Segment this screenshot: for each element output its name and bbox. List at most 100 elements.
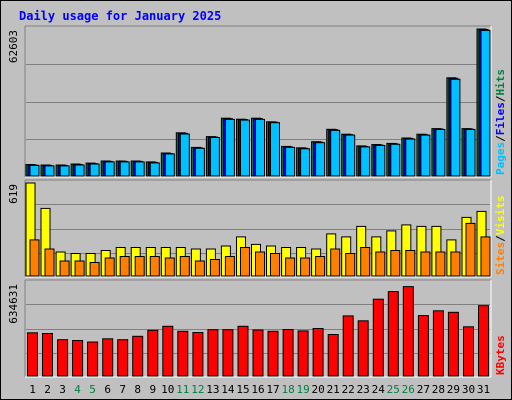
bar-kbytes-day-8 (132, 335, 144, 377)
legend-kbytes: KBytes (494, 335, 507, 375)
bar-pages-day-5 (89, 163, 100, 177)
x-tick-label-day-21: 21 (327, 383, 340, 396)
bar-pages-day-29 (450, 78, 461, 177)
bar-kbytes-day-18 (282, 329, 294, 377)
bar-pages-day-17 (270, 122, 280, 177)
x-tick-label-day-10: 10 (161, 383, 174, 396)
panel-middle: 619 Sites/Visits (7, 179, 507, 278)
bar-pages-day-19 (300, 148, 311, 177)
side-legend-middle: Sites/Visits (494, 196, 507, 276)
x-tick-label-day-30: 30 (462, 383, 475, 396)
x-tick-label-day-17: 17 (266, 383, 279, 396)
x-tick-label-day-28: 28 (432, 383, 445, 396)
bar-pages-day-13 (209, 137, 220, 177)
bar-pages-day-20 (315, 142, 326, 177)
x-tick-label-day-19: 19 (296, 383, 309, 396)
bar-kbytes-day-25 (387, 291, 399, 377)
bar-kbytes-day-30 (463, 326, 474, 377)
legend-separator: / (494, 235, 507, 242)
x-tick-label-day-24: 24 (372, 383, 386, 396)
bar-pages-day-7 (119, 161, 130, 177)
bar-sites-day-10 (164, 257, 175, 277)
bar-sites-day-16 (255, 251, 265, 277)
bar-sites-day-3 (59, 260, 70, 277)
bar-kbytes-day-1 (27, 332, 38, 377)
bar-kbytes-day-7 (117, 339, 129, 377)
bar-sites-day-30 (465, 222, 476, 277)
bar-pages-day-24 (375, 145, 386, 177)
bar-sites-day-28 (435, 251, 446, 277)
x-tick-label-day-20: 20 (311, 383, 324, 396)
bar-pages-day-31 (480, 29, 491, 177)
bar-sites-day-23 (360, 247, 371, 277)
x-tick-label-day-7: 7 (119, 383, 126, 396)
x-tick-label-day-2: 2 (44, 383, 51, 396)
bar-sites-day-14 (224, 256, 235, 277)
x-tick-label-day-3: 3 (59, 383, 66, 396)
x-tick-label-day-16: 16 (251, 383, 264, 396)
bar-sites-day-11 (179, 256, 190, 277)
bar-pages-day-10 (164, 153, 175, 177)
bar-pages-day-23 (360, 146, 371, 177)
bar-pages-day-15 (240, 119, 250, 177)
bar-sites-day-18 (285, 257, 296, 277)
x-tick-label-day-4: 4 (74, 383, 81, 396)
bar-kbytes-day-24 (372, 298, 384, 377)
bar-kbytes-day-29 (447, 311, 459, 377)
bar-kbytes-day-3 (57, 339, 69, 377)
x-tick-label-day-12: 12 (191, 383, 204, 396)
bar-pages-day-16 (255, 118, 265, 177)
bar-sites-day-25 (390, 250, 401, 277)
bar-kbytes-day-16 (252, 329, 264, 377)
bar-sites-day-26 (405, 250, 416, 277)
bar-kbytes-day-20 (312, 328, 324, 377)
legend-sites: Sites (494, 242, 507, 275)
bar-kbytes-day-12 (192, 332, 204, 377)
bar-sites-day-20 (315, 256, 326, 277)
x-tick-label-day-29: 29 (447, 383, 460, 396)
x-tick-label-day-18: 18 (281, 383, 294, 396)
side-legend-bottom: KBytes (494, 335, 507, 375)
x-tick-label-day-26: 26 (402, 383, 415, 396)
bar-sites-day-21 (330, 248, 341, 277)
bar-pages-day-27 (420, 134, 431, 177)
bar-sites-day-7 (119, 256, 130, 277)
bar-pages-day-21 (330, 129, 341, 177)
bar-sites-day-31 (480, 236, 491, 277)
bar-kbytes-day-10 (162, 325, 174, 377)
bar-kbytes-day-19 (297, 330, 309, 377)
x-tick-label-day-22: 22 (342, 383, 355, 396)
x-tick-label-day-6: 6 (104, 383, 111, 396)
bar-kbytes-day-21 (327, 334, 339, 377)
x-tick-label-day-11: 11 (176, 383, 189, 396)
bar-kbytes-day-26 (402, 286, 414, 377)
bar-sites-day-8 (134, 256, 145, 277)
legend-pages: Pages (494, 142, 507, 175)
bar-pages-day-6 (104, 161, 115, 177)
legend-files: Files (494, 102, 507, 135)
bar-pages-day-22 (345, 134, 356, 177)
bar-pages-day-4 (74, 164, 85, 177)
bar-sites-day-24 (375, 251, 386, 277)
bar-pages-day-2 (44, 165, 55, 177)
legend-visits: Visits (494, 196, 507, 236)
panel-bottom: 634631 KBytes (7, 279, 507, 378)
bar-kbytes-day-9 (147, 329, 159, 377)
bar-kbytes-day-2 (42, 333, 53, 377)
side-legend-top: Pages/Files/Hits (494, 69, 507, 175)
x-tick-label-day-27: 27 (417, 383, 430, 396)
bar-pages-day-30 (465, 129, 476, 177)
bar-sites-day-19 (300, 257, 311, 277)
bar-sites-day-9 (149, 256, 160, 277)
bar-pages-day-9 (149, 162, 160, 177)
bar-pages-day-18 (285, 146, 296, 177)
x-tick-label-day-31: 31 (477, 383, 490, 396)
bar-pages-day-11 (179, 133, 190, 177)
bar-sites-day-22 (345, 253, 356, 277)
bar-sites-day-27 (420, 251, 431, 277)
bar-kbytes-day-6 (102, 338, 114, 377)
x-tick-label-day-23: 23 (357, 383, 370, 396)
bar-kbytes-day-27 (417, 315, 429, 377)
bar-pages-day-14 (224, 118, 235, 177)
